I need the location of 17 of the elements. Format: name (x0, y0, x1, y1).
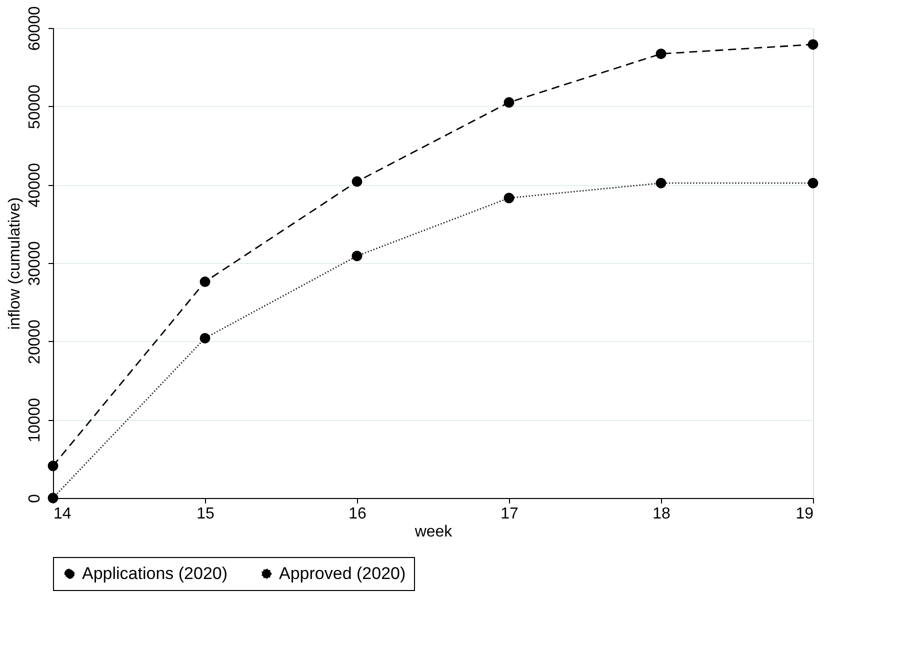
y-axis-title: inflow (cumulative) (6, 197, 24, 330)
y-tick-label: 30000 (26, 241, 44, 286)
x-tick-label: 19 (796, 506, 814, 522)
y-tick-label: 10000 (26, 398, 44, 442)
legend-label: Approved (2020) (279, 564, 406, 583)
y-tick-label: 60000 (26, 6, 44, 51)
x-tick-label: 16 (348, 506, 366, 522)
x-tick-label: 17 (500, 506, 518, 522)
x-tick-label: 14 (54, 506, 72, 522)
x-tick-label: 18 (652, 506, 670, 522)
legend-label: Applications (2020) (82, 564, 228, 583)
x-axis-title: week (414, 524, 454, 540)
y-tick-label: 50000 (26, 84, 44, 130)
y-tick-label: 40000 (26, 162, 44, 208)
x-tick-label: 15 (196, 506, 214, 522)
y-tick-label: 20000 (26, 319, 44, 364)
y-tick-label: 0 (26, 494, 44, 503)
